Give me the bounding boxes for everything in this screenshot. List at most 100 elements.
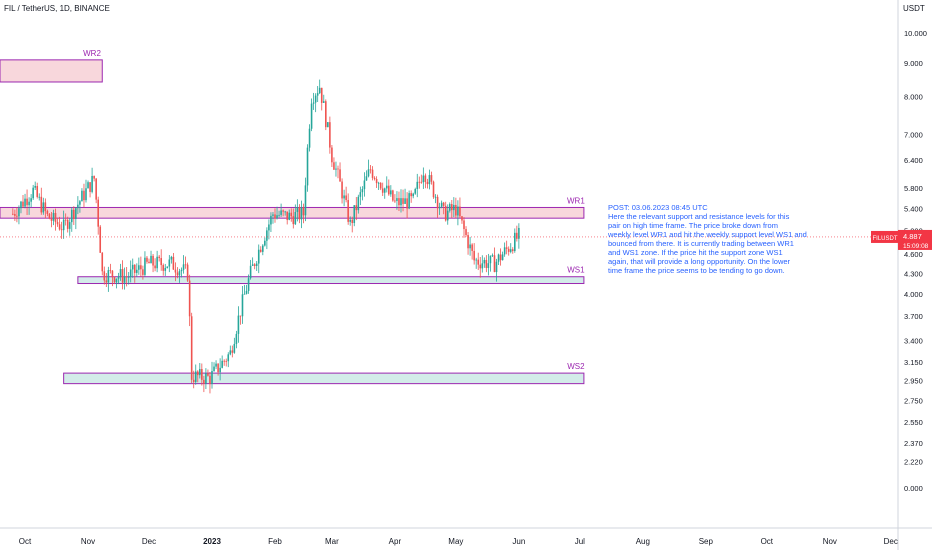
candle-body (142, 269, 144, 275)
candle-body (369, 169, 372, 171)
candle-body (38, 196, 41, 198)
candle-body (192, 379, 195, 383)
candle-body (66, 219, 69, 229)
candle-body (491, 255, 494, 257)
candle-body (408, 193, 410, 209)
candle-body (400, 198, 402, 206)
candle-body (274, 214, 276, 219)
symbol-tag-label: FILUSDT (872, 236, 897, 242)
candle-body (42, 202, 45, 213)
candle-body (148, 261, 150, 264)
candle-body (341, 181, 343, 199)
candle-body (243, 293, 246, 295)
candle-body (483, 259, 486, 264)
candle-body (308, 128, 311, 148)
zone-ws1 (77, 276, 585, 285)
candle-body (235, 333, 238, 344)
candle-body (416, 181, 419, 190)
candle-body (154, 265, 156, 269)
candle-body (223, 360, 225, 362)
candle-body (280, 210, 282, 215)
candle-body (16, 215, 18, 217)
candle-body (170, 256, 173, 260)
candle-body (93, 175, 95, 179)
price-tag-value: 4.887 (903, 232, 922, 241)
candle-body (501, 254, 504, 261)
candle-body (32, 187, 34, 199)
candle-body (68, 222, 71, 229)
candle-body (471, 244, 473, 251)
candle-body (509, 249, 512, 252)
y-tick-label: 2.550 (904, 418, 923, 427)
price-tag (898, 229, 932, 250)
analysis-note: POST: 03.06.2023 08:45 UTC Here the rele… (608, 203, 808, 275)
candle-body (365, 176, 368, 181)
candle-body (286, 211, 288, 220)
axis-currency-label: USDT (903, 4, 925, 13)
candle-body (79, 201, 81, 205)
y-tick-label: 3.150 (904, 358, 923, 367)
candle-body (152, 255, 154, 266)
candle-body (83, 190, 85, 201)
candle-body (182, 264, 185, 270)
candle-body (495, 261, 498, 273)
candle-body (50, 218, 53, 221)
candle-body (34, 186, 36, 188)
candle-body (493, 255, 496, 273)
candle-body (266, 230, 268, 241)
candle-body (58, 224, 61, 230)
candle-body (292, 216, 295, 225)
zone-wr2 (0, 59, 103, 83)
candle-body (361, 189, 364, 193)
candle-body (414, 189, 417, 194)
candle-body (245, 290, 248, 294)
candle-body (499, 254, 502, 261)
x-tick-label: Dec (884, 537, 898, 546)
note-line: time frame the price seems to be tending… (608, 266, 785, 275)
candle-body (28, 201, 30, 206)
x-tick-label: Sep (699, 537, 714, 546)
candle-body (117, 276, 120, 279)
candle-body (335, 168, 337, 170)
candle-body (166, 266, 169, 268)
candle-body (73, 209, 75, 220)
candle-body (377, 182, 380, 184)
candle-body (322, 101, 325, 103)
candle-body (375, 179, 378, 184)
y-tick-label: 7.000 (904, 131, 923, 140)
candle-body (507, 248, 510, 252)
candle-body (432, 181, 435, 198)
y-tick-label: 6.400 (904, 156, 923, 165)
y-tick-label: 2.950 (904, 377, 923, 386)
candle-body (410, 193, 412, 197)
candle-body (477, 259, 480, 265)
candle-body (164, 267, 167, 271)
candle-body (190, 316, 193, 380)
candle-body (355, 205, 358, 211)
candle-body (444, 205, 447, 221)
candle-body (329, 122, 331, 148)
candle-body (123, 276, 126, 283)
candle-body (144, 257, 146, 275)
candle-body (347, 200, 349, 222)
candle-body (505, 247, 508, 249)
candle-body (442, 202, 445, 206)
candle-body (225, 360, 228, 362)
candle-body (424, 175, 427, 182)
candle-body (276, 215, 278, 219)
candle-body (257, 249, 260, 264)
candle-body (127, 276, 130, 278)
candle-body (205, 373, 207, 384)
candle-body (186, 264, 189, 281)
candle-body (469, 244, 471, 249)
candle-body (379, 182, 382, 189)
candle-body (434, 196, 437, 198)
y-tick-label: 3.700 (904, 312, 923, 321)
candle-body (239, 315, 242, 317)
y-tick-label: 2.220 (904, 458, 923, 467)
candle-body (54, 212, 57, 223)
candle-body (390, 190, 392, 195)
candle-body (485, 259, 488, 269)
candle-body (138, 265, 140, 270)
